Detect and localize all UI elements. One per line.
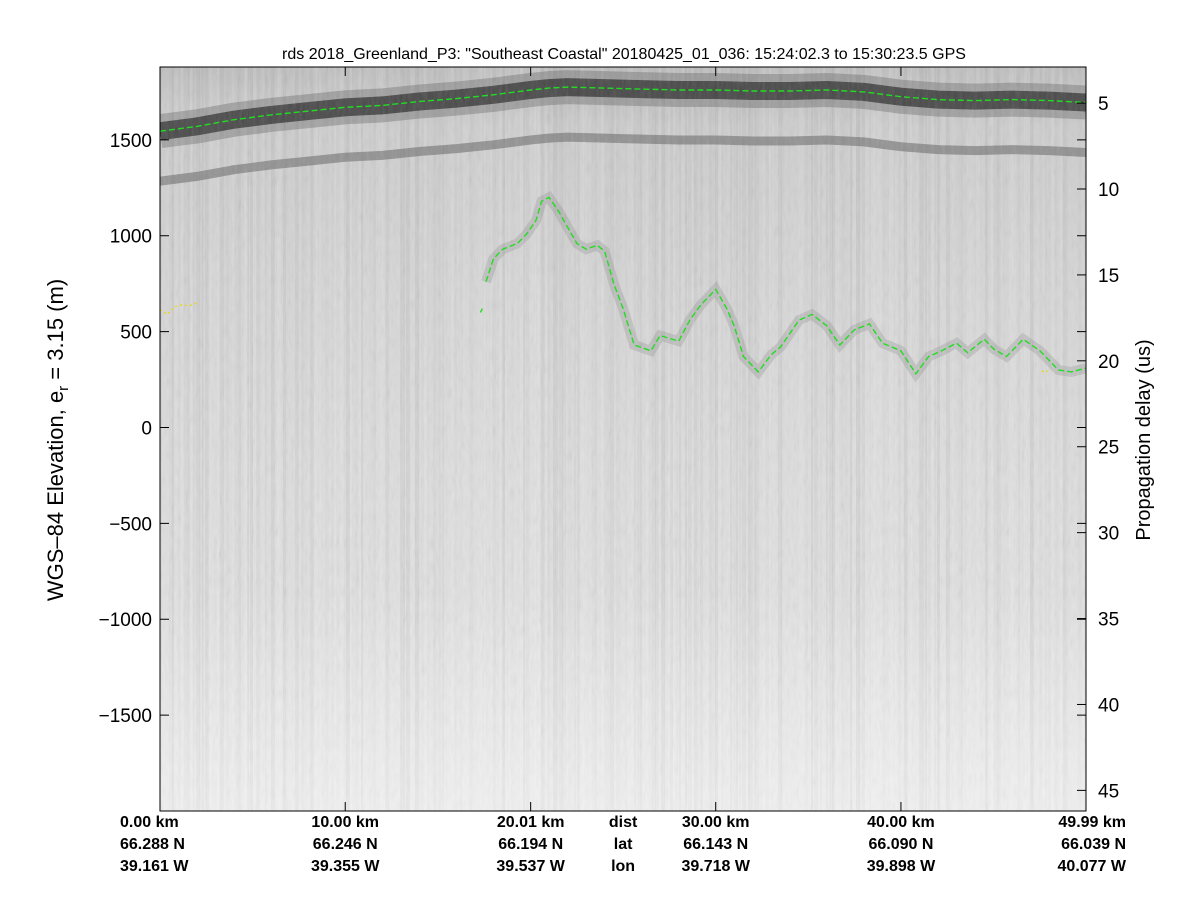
picked-layers: [160, 86, 1086, 376]
bottom-axis-label: 66.039 N: [1061, 836, 1126, 853]
right-tick-label: 30: [1098, 524, 1119, 545]
bottom-axis-label: 20.01 km: [497, 814, 565, 831]
right-tick-label: 5: [1098, 94, 1109, 115]
right-tick-label: 20: [1098, 352, 1119, 373]
plot-frame: [159, 66, 1087, 812]
bottom-axis-label: 39.161 W: [120, 858, 189, 875]
left-tick-label: −1500: [99, 706, 152, 727]
bottom-axis-label: lon: [611, 858, 635, 875]
bottom-axis-label: 66.288 N: [120, 836, 185, 853]
bottom-axis-label: 66.143 N: [683, 836, 748, 853]
left-tick-label: −500: [109, 514, 152, 535]
bottom-axis-label: 66.090 N: [868, 836, 933, 853]
right-tick-label: 25: [1098, 438, 1119, 459]
bottom-axis-label: 39.537 W: [496, 858, 565, 875]
right-tick-label: 40: [1098, 695, 1119, 716]
right-tick-label: 15: [1098, 266, 1119, 287]
series-bottom-quality-low: [160, 302, 198, 316]
bottom-axis-label: 39.718 W: [681, 858, 750, 875]
radar-echogram: [160, 67, 1086, 811]
bottom-axis-label: 39.355 W: [311, 858, 380, 875]
left-tick-label: −1000: [99, 610, 152, 631]
left-tick-label: 0: [141, 418, 152, 439]
right-axis: 5 10 15 20 25 30 35 40 45: [1077, 94, 1119, 802]
series-bottom: [485, 196, 1086, 376]
bottom-axis-label: 0.00 km: [120, 814, 179, 831]
left-tick-label: 1000: [110, 227, 152, 248]
bottom-axis-label: dist: [609, 814, 638, 831]
left-axis: 1500 1000 500 0 −500 −1000 −1500: [99, 131, 1086, 727]
bottom-axis-label: 66.246 N: [313, 836, 378, 853]
series-surface: [160, 86, 1086, 132]
bottom-axis-label: 39.898 W: [867, 858, 936, 875]
bottom-axis-label: 40.00 km: [867, 814, 935, 831]
bottom-axis-label: 49.99 km: [1058, 814, 1126, 831]
bottom-axis-label: 66.194 N: [498, 836, 563, 853]
bottom-axis-label: 30.00 km: [682, 814, 750, 831]
right-tick-label: 35: [1098, 610, 1119, 631]
left-axis-label: WGS–84 Elevation, er = 3.15 (m): [43, 279, 72, 601]
bottom-axis-label: 40.077 W: [1058, 858, 1127, 875]
series-bottom-quality-low: [1041, 369, 1050, 374]
left-tick-label: 1500: [110, 131, 152, 152]
left-tick-label: 500: [120, 323, 152, 344]
right-tick-label: 45: [1098, 781, 1119, 802]
series-bottom-fragment: [479, 308, 483, 313]
right-axis-label: Propagation delay (us): [1133, 339, 1155, 540]
chart-title: rds 2018_Greenland_P3: "Southeast Coasta…: [282, 46, 966, 63]
right-tick-label: 10: [1098, 180, 1119, 201]
bottom-axis: 0.00 km 66.288 N 39.161 W 10.00 km 66.246 N 3…: [120, 67, 1127, 875]
bottom-axis-label: 10.00 km: [311, 814, 379, 831]
bottom-axis-label: lat: [614, 836, 633, 853]
